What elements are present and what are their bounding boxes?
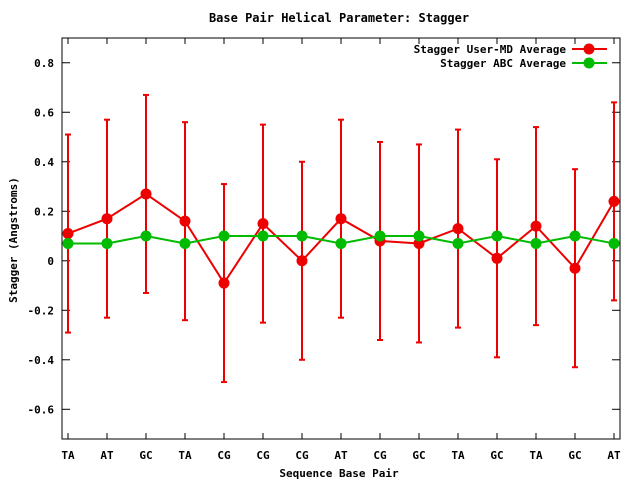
x-tick-label: GC [412,449,425,462]
legend-marker [583,43,595,55]
x-axis: TA AT GC TA CG CG CG AT CG GC TA GC TA GC AT [61,38,621,462]
series-1 [62,93,620,384]
y-axis: -0.6 -0.4 -0.2 0 0.2 0.4 0.6 0.8 [28,57,620,416]
legend-marker [583,57,595,69]
data-point [491,252,503,264]
data-point [374,230,386,242]
data-point [218,230,230,242]
data-point [140,230,152,242]
y-tick-label: 0.8 [34,57,54,70]
y-tick-label: -0.4 [28,354,55,367]
data-point [179,237,191,249]
legend-label: Stagger User-MD Average [414,43,567,56]
data-point [530,237,542,249]
data-point [101,213,113,225]
legend-label: Stagger ABC Average [440,57,566,70]
data-point [452,237,464,249]
data-point [530,220,542,232]
data-point [335,213,347,225]
data-point [491,230,503,242]
x-axis-label: Sequence Base Pair [279,467,399,480]
x-tick-label: AT [100,449,114,462]
x-tick-label: GC [568,449,581,462]
y-tick-label: 0 [47,255,54,268]
data-point [569,262,581,274]
data-point [452,223,464,235]
x-tick-label: CG [373,449,387,462]
data-point [608,237,620,249]
data-point [608,195,620,207]
y-tick-label: 0.2 [34,205,54,218]
y-tick-label: 0.6 [34,106,54,119]
x-tick-label: AT [334,449,348,462]
data-point [413,230,425,242]
x-tick-label: GC [139,449,152,462]
y-axis-label: Stagger (Angstroms) [7,177,20,303]
series-layer [62,93,620,384]
series-2 [62,230,620,249]
data-point [296,230,308,242]
data-point [62,237,74,249]
data-point [257,230,269,242]
y-tick-label: -0.6 [28,403,55,416]
x-tick-label: AT [607,449,621,462]
data-point [335,237,347,249]
data-point [179,215,191,227]
data-point [569,230,581,242]
y-tick-label: -0.2 [28,304,55,317]
data-point [257,218,269,230]
x-tick-label: CG [295,449,309,462]
x-tick-label: TA [61,449,75,462]
x-tick-label: CG [217,449,231,462]
chart-title: Base Pair Helical Parameter: Stagger [209,11,469,25]
data-point [218,277,230,289]
x-tick-label: CG [256,449,270,462]
x-tick-label: TA [451,449,465,462]
x-tick-label: TA [178,449,192,462]
data-point [101,237,113,249]
x-tick-label: TA [529,449,543,462]
y-tick-label: 0.4 [34,156,54,169]
data-point [140,188,152,200]
x-tick-label: GC [490,449,503,462]
data-point [62,228,74,240]
data-point [296,255,308,267]
